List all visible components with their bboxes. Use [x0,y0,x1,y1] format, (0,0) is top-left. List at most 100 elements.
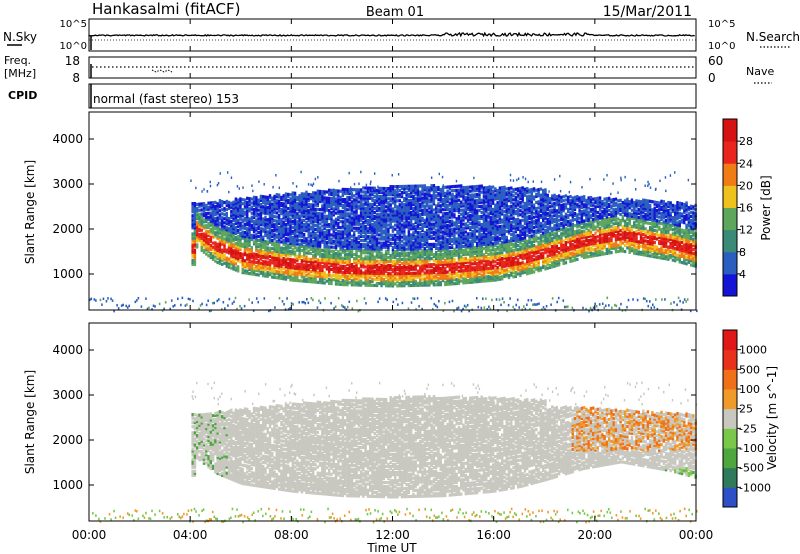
range-gate-cell [419,279,422,283]
range-gate-cell [202,248,206,252]
range-gate-cell [362,206,365,210]
range-gate-cell [466,212,470,216]
range-gate-cell [191,254,194,258]
range-gate-cell [428,244,431,249]
range-gate-cell [348,228,351,232]
range-gate-cell [380,235,383,239]
range-gate-cell [491,195,495,199]
range-gate-cell [280,222,283,226]
range-gate-cell [289,264,292,268]
range-gate-cell [394,268,397,272]
range-gate-cell [300,232,304,236]
range-gate-cell [489,224,493,228]
range-gate-cell [353,244,356,249]
range-gate-cell [305,200,308,204]
range-gate-cell [478,267,481,271]
range-gate-cell [198,202,201,206]
range-gate-cell [341,234,345,238]
range-gate-cell [471,276,474,280]
range-gate-cell [430,222,433,226]
range-gate-cell [373,235,376,239]
range-gate-cell [478,237,481,241]
range-gate-cell [318,264,322,268]
range-gate-cell [453,213,456,217]
range-gate-cell [412,273,415,277]
range-gate-cell [287,192,290,196]
range-gate-cell [491,274,495,278]
range-gate-cell [273,233,276,237]
range-gate-cell [475,245,479,249]
range-gate-cell [332,235,335,239]
range-gate-cell [412,223,415,227]
range-gate-cell [330,188,333,193]
range-gate-cell [364,279,367,283]
range-gate-cell [428,269,431,273]
range-gate-cell [478,253,481,257]
range-gate-cell [321,204,324,208]
range-gate-cell [414,214,417,219]
range-gate-cell [280,264,283,268]
range-gate-cell [328,259,331,263]
range-gate-cell [266,260,269,264]
range-gate-cell [309,211,313,215]
range-gate-cell [198,234,201,239]
range-gate-cell [271,224,274,229]
range-gate-cell [430,244,433,249]
range-gate-cell [205,213,208,218]
range-gate-cell [266,199,269,204]
range-gate-cell [257,242,260,247]
range-gate-cell [271,204,274,208]
range-gate-cell [409,186,413,190]
range-gate-cell [489,248,493,252]
range-gate-cell [234,246,238,250]
range-gate-cell [318,244,322,248]
range-gate-cell [314,191,317,195]
range-gate-cell [489,272,493,276]
range-gate-cell [284,271,288,275]
range-gate-cell [325,232,329,237]
range-gate-cell [368,222,372,227]
range-gate-cell [348,212,351,216]
range-gate-cell [261,237,265,241]
range-gate-cell [264,250,267,254]
range-gate-cell [216,222,219,226]
range-gate-cell [293,260,297,264]
range-gate-cell [480,275,483,279]
range-gate-cell [302,222,306,227]
range-gate-cell [387,280,390,284]
range-gate-cell [482,267,486,271]
range-gate-cell [450,213,454,217]
range-gate-cell [259,219,263,223]
range-gate-cell [266,256,269,260]
range-gate-cell [221,254,224,258]
range-gate-cell [366,243,370,247]
range-gate-cell [191,232,194,236]
range-gate-cell [457,245,461,249]
range-gate-cell [314,280,317,284]
range-gate-cell [211,207,215,211]
range-gate-cell [202,250,206,254]
freq-right-tick-top: 60 [708,54,723,68]
range-gate-cell [341,280,345,285]
range-gate-cell [430,212,433,216]
range-gate-cell [359,257,363,261]
range-gate-cell [321,212,324,216]
range-gate-cell [371,269,374,273]
range-gate-cell [259,255,263,259]
range-gate-cell [273,219,276,223]
range-gate-cell [346,246,349,250]
range-gate-cell [366,204,370,208]
range-gate-cell [271,241,274,245]
range-gate-cell [289,270,292,274]
range-gate-cell [366,261,370,265]
range-gate-cell [439,198,442,202]
range-gate-cell [478,215,481,219]
range-gate-cell [241,232,244,236]
range-gate-cell [339,252,342,256]
range-gate-cell [348,190,351,194]
range-gate-cell [389,225,392,229]
range-gate-cell [275,207,279,211]
range-gate-cell [434,273,438,277]
range-gate-cell [248,217,251,221]
